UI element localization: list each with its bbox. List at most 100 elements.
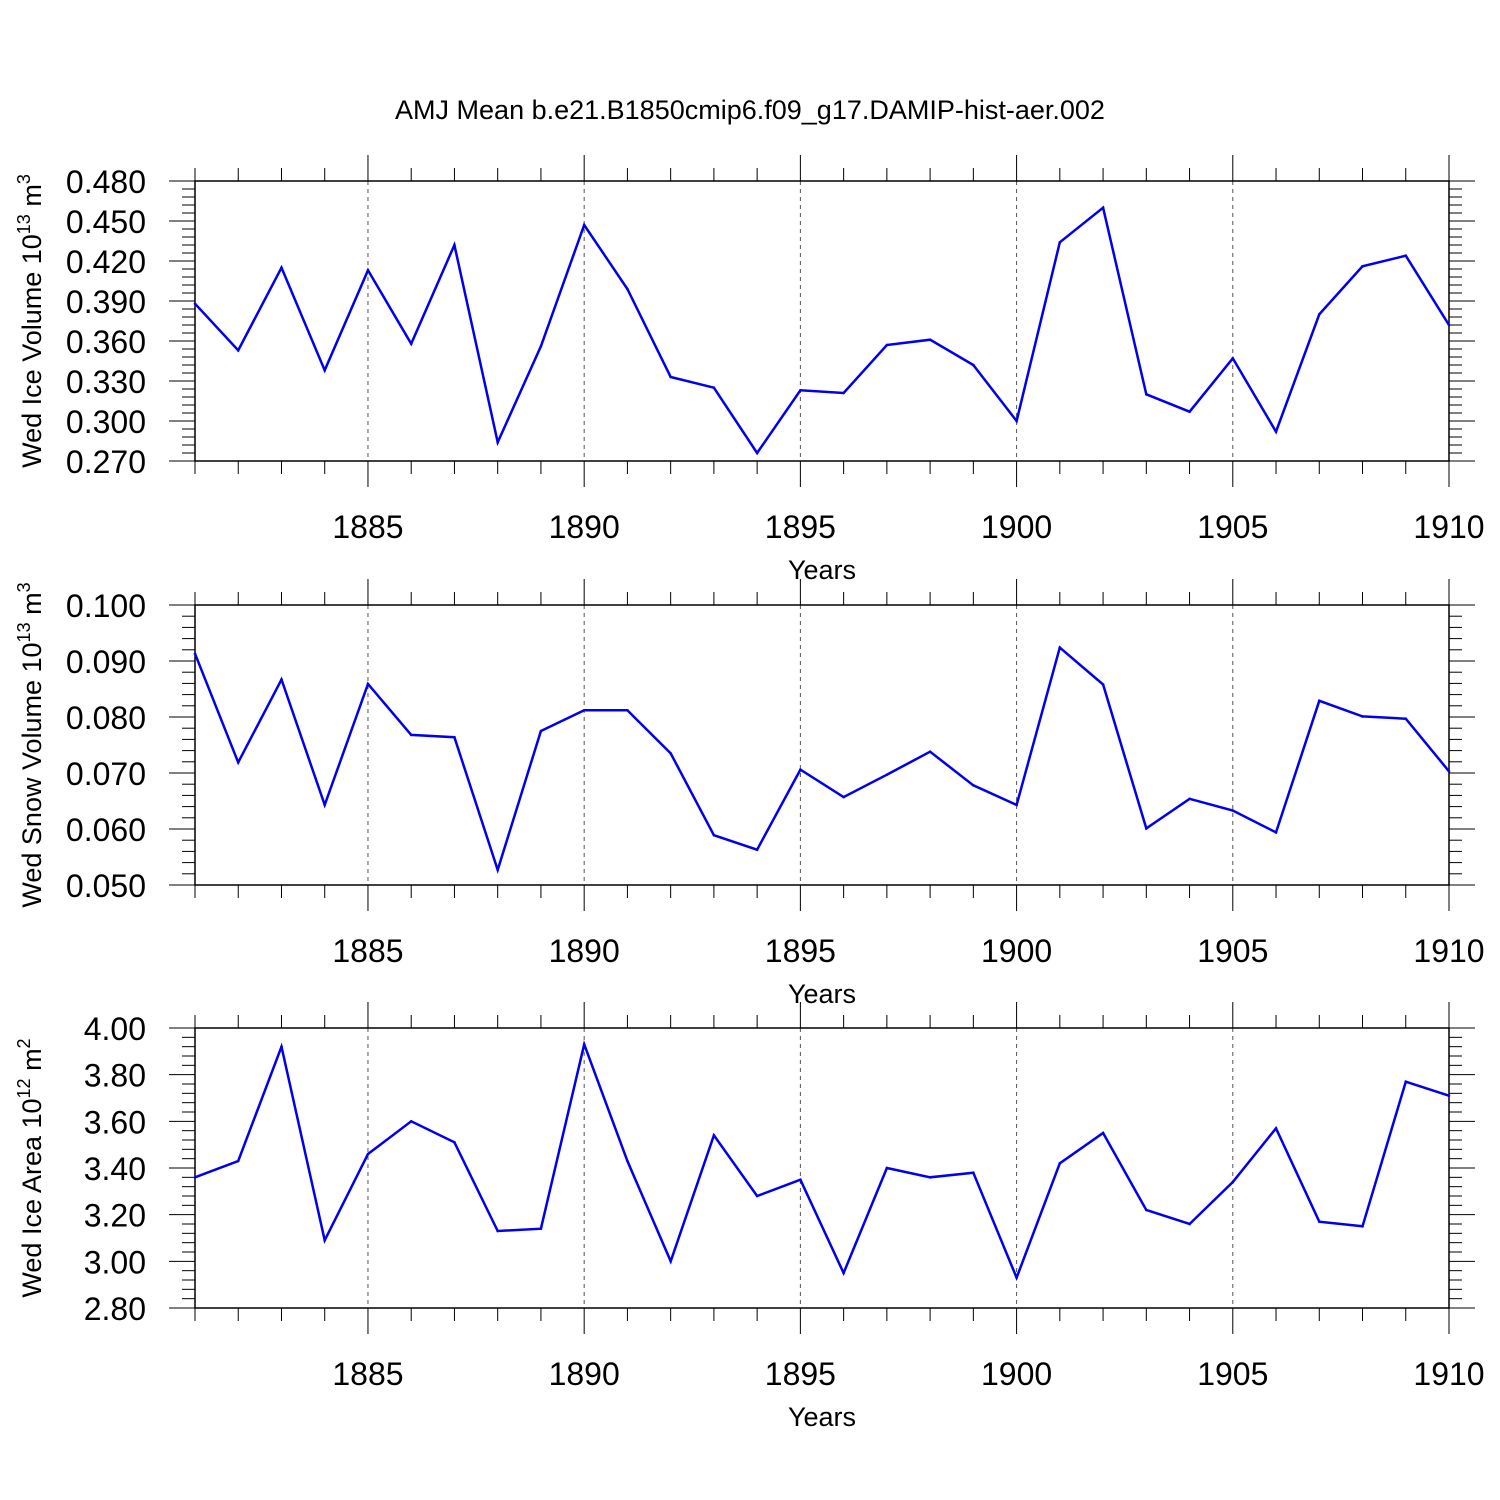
y-tick-label: 0.050 xyxy=(66,868,146,904)
data-point xyxy=(712,1134,716,1137)
data-point xyxy=(539,729,543,733)
data-point xyxy=(539,1227,543,1230)
y-tick-label: 0.420 xyxy=(66,244,146,280)
y-tick-label: 0.090 xyxy=(66,644,146,680)
data-point xyxy=(626,1159,629,1163)
y-axis-label: Wed Snow Volume 1013 m3 xyxy=(14,582,47,907)
data-point xyxy=(323,1239,327,1242)
data-point xyxy=(409,733,413,737)
plot-frame xyxy=(194,180,1450,462)
data-point xyxy=(496,441,499,444)
data-point xyxy=(323,803,327,807)
x-tick-label: 1885 xyxy=(332,933,403,969)
x-tick-label: 1900 xyxy=(981,509,1052,545)
y-axis-label: Wed Ice Volume 1013 m3 xyxy=(14,174,47,468)
data-point xyxy=(1231,809,1235,812)
data-point xyxy=(366,682,370,686)
x-tick-label: 1910 xyxy=(1413,509,1484,545)
data-point xyxy=(885,773,889,776)
data-point xyxy=(669,752,672,755)
data-point xyxy=(193,302,197,305)
data-point xyxy=(539,345,543,348)
data-point xyxy=(193,1176,197,1179)
data-point xyxy=(323,369,327,372)
data-point xyxy=(453,243,456,247)
series-line xyxy=(194,1039,1450,1282)
y-tick-label: 0.330 xyxy=(66,364,146,400)
data-point xyxy=(712,386,716,389)
data-point xyxy=(755,451,759,455)
y-tick-label: 0.060 xyxy=(66,812,146,848)
y-tick-label: 0.300 xyxy=(66,404,146,440)
data-point xyxy=(1231,357,1235,360)
x-tick-label: 1905 xyxy=(1197,933,1268,969)
x-tick-label: 1890 xyxy=(549,933,620,969)
x-tick-label: 1910 xyxy=(1413,933,1484,969)
data-point xyxy=(799,1178,802,1181)
data-point xyxy=(453,735,456,739)
y-tick-label: 0.480 xyxy=(66,164,146,200)
x-axis-label: Years xyxy=(788,1402,856,1432)
data-point xyxy=(1274,831,1278,834)
data-point xyxy=(1101,1131,1105,1135)
y-tick-label: 2.80 xyxy=(84,1291,146,1327)
y-tick-label: 4.00 xyxy=(84,1011,146,1047)
x-tick-label: 1895 xyxy=(765,933,836,969)
y-tick-label: 0.080 xyxy=(66,700,146,736)
y-tick-label: 3.60 xyxy=(84,1104,146,1140)
data-point xyxy=(582,708,586,712)
data-point xyxy=(885,1166,889,1170)
data-point xyxy=(366,1152,370,1156)
data-point xyxy=(972,784,975,787)
data-point xyxy=(236,1159,240,1163)
x-tick-label: 1905 xyxy=(1197,509,1268,545)
data-point xyxy=(409,1120,413,1123)
data-point xyxy=(755,848,759,852)
data-point xyxy=(1447,770,1451,773)
data-point xyxy=(755,1194,759,1198)
data-point xyxy=(582,1043,586,1046)
y-tick-label: 3.80 xyxy=(84,1058,146,1094)
y-axis-label: Wed Ice Area 1012 m2 xyxy=(14,1038,47,1297)
data-point xyxy=(280,1045,283,1048)
data-point xyxy=(1447,323,1451,327)
x-tick-label: 1890 xyxy=(549,1356,620,1392)
data-point xyxy=(842,391,845,395)
y-tick-label: 3.00 xyxy=(84,1244,146,1280)
chart-title: AMJ Mean b.e21.B1850cmip6.f09_g17.DAMIP-… xyxy=(395,95,1105,125)
data-point xyxy=(712,833,716,837)
data-point xyxy=(1145,1208,1148,1212)
data-point xyxy=(1015,1276,1018,1279)
y-tick-label: 3.20 xyxy=(84,1198,146,1234)
data-point xyxy=(236,761,240,764)
data-point xyxy=(1317,1220,1321,1223)
data-point xyxy=(842,1271,845,1275)
x-tick-label: 1895 xyxy=(765,509,836,545)
data-point xyxy=(1361,1225,1364,1228)
data-point xyxy=(1361,715,1364,718)
y-tick-label: 0.360 xyxy=(66,324,146,360)
x-tick-label: 1885 xyxy=(332,1356,403,1392)
data-point xyxy=(1101,206,1105,209)
x-tick-label: 1905 xyxy=(1197,1356,1268,1392)
data-point xyxy=(1188,410,1191,413)
data-point xyxy=(366,269,370,272)
x-tick-label: 1890 xyxy=(549,509,620,545)
data-point xyxy=(885,343,889,347)
x-tick-label: 1885 xyxy=(332,509,403,545)
data-point xyxy=(1015,419,1018,423)
data-point xyxy=(1317,313,1321,316)
data-point xyxy=(1274,1127,1278,1130)
x-tick-label: 1900 xyxy=(981,1356,1052,1392)
data-point xyxy=(626,708,629,712)
data-point xyxy=(1231,1180,1235,1184)
data-point xyxy=(972,363,975,367)
data-point xyxy=(928,1176,932,1179)
panel-3: 2.80 3.00 3.20 3.40 3.60 3.80 4.00 1885 1890 1895… xyxy=(14,1002,1485,1432)
x-axis-label: Years xyxy=(788,555,856,585)
data-point xyxy=(236,349,240,352)
y-tick-label: 0.450 xyxy=(66,204,146,240)
data-point xyxy=(669,1260,672,1263)
x-axis-label: Years xyxy=(788,979,856,1009)
